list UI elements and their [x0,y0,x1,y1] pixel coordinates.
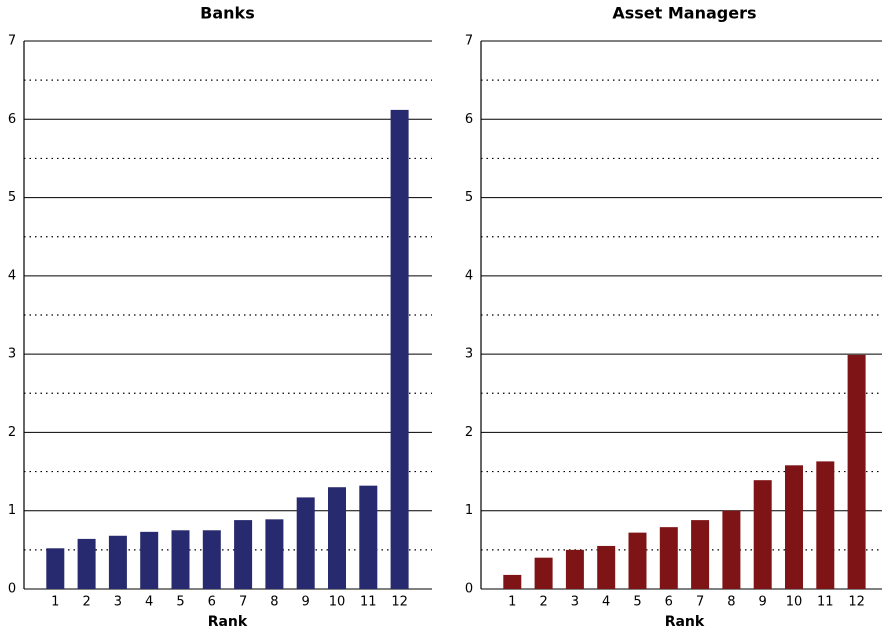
y-tick-label: 4 [8,268,16,283]
y-tick-label: 7 [8,34,16,49]
bar [565,549,584,589]
y-tick-label: 0 [8,582,16,597]
x-tick-label: 6 [665,595,673,610]
x-tick-label: 7 [696,595,704,610]
bar [753,480,772,589]
bar [691,520,710,589]
bar [202,530,221,589]
x-tick-label: 4 [602,595,610,610]
y-tick-label: 6 [8,112,16,127]
bar [265,519,284,589]
x-tick-label: 10 [786,595,803,610]
bar [77,538,96,589]
bar [390,109,409,590]
bar [597,545,616,589]
x-axis-label: Rank [665,614,705,630]
y-tick-label: 3 [8,347,16,362]
x-tick-label: 9 [302,595,310,610]
x-tick-label: 11 [817,595,834,610]
x-tick-label: 1 [51,595,59,610]
x-tick-label: 5 [176,595,184,610]
y-tick-label: 3 [465,347,473,362]
bar [534,557,553,589]
bar [359,485,378,589]
x-tick-label: 3 [571,595,579,610]
x-tick-label: 12 [848,595,865,610]
x-tick-label: 2 [82,595,90,610]
y-tick-label: 7 [465,34,473,49]
x-tick-label: 5 [633,595,641,610]
bar [234,520,253,589]
y-tick-label: 5 [8,190,16,205]
x-tick-label: 3 [114,595,122,610]
y-tick-label: 5 [465,190,473,205]
x-tick-label: 8 [270,595,278,610]
x-tick-label: 11 [360,595,377,610]
bar [722,510,741,589]
y-tick-label: 2 [465,425,473,440]
y-tick-label: 4 [465,268,473,283]
bar [140,531,159,589]
bar [46,548,65,589]
x-tick-label: 7 [239,595,247,610]
x-tick-label: 1 [508,595,516,610]
y-tick-label: 6 [465,112,473,127]
y-tick-label: 2 [8,425,16,440]
x-tick-label: 6 [208,595,216,610]
bar [108,535,127,589]
bar [659,527,678,589]
y-tick-label: 1 [8,503,16,518]
x-tick-label: 10 [329,595,346,610]
x-tick-label: 9 [759,595,767,610]
bar [296,497,315,589]
x-tick-label: 4 [145,595,153,610]
bar [503,574,522,589]
bar [847,354,866,589]
bar [785,465,803,589]
bar [328,487,346,589]
y-tick-label: 1 [465,503,473,518]
x-tick-label: 12 [391,595,408,610]
x-tick-label: 2 [539,595,547,610]
y-tick-label: 0 [465,582,473,597]
x-axis-label: Rank [208,614,248,630]
bar [171,530,190,589]
bar [628,532,647,589]
x-tick-label: 8 [727,595,735,610]
chart-title: Banks [200,4,255,23]
chart-title: Asset Managers [612,4,756,23]
bar [816,461,835,589]
